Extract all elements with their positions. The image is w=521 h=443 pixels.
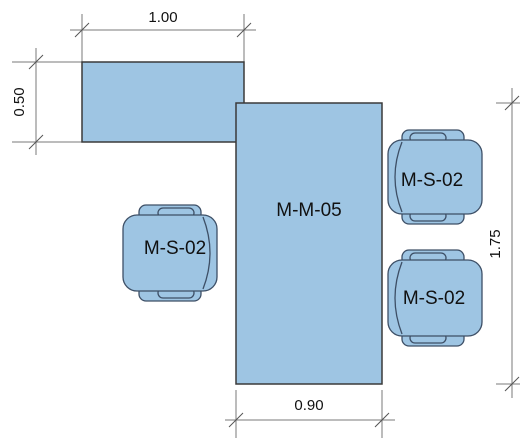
dimension-label-bottom-width: 0.90 <box>294 397 323 414</box>
dimension-right-height: 1.75 <box>487 88 520 398</box>
chair-label: M-S-02 <box>144 238 206 259</box>
chair-label: M-S-02 <box>403 288 465 309</box>
armchair-icon <box>387 129 483 225</box>
chair-label: M-S-02 <box>401 170 463 191</box>
armchair-icon <box>122 204 218 302</box>
dimension-bottom-width: 0.90 <box>225 390 395 438</box>
dimension-top-width: 1.00 <box>70 9 256 62</box>
dimension-left-height: 0.50 <box>11 48 82 155</box>
main-desk-label: M-M-05 <box>276 200 341 221</box>
dimension-label-right-height: 1.75 <box>487 229 504 258</box>
main-desk <box>235 102 383 385</box>
armchair-icon <box>387 249 483 347</box>
return-desk <box>81 61 245 143</box>
dimension-label-left-height: 0.50 <box>11 87 28 116</box>
dimension-label-top-width: 1.00 <box>148 9 177 26</box>
